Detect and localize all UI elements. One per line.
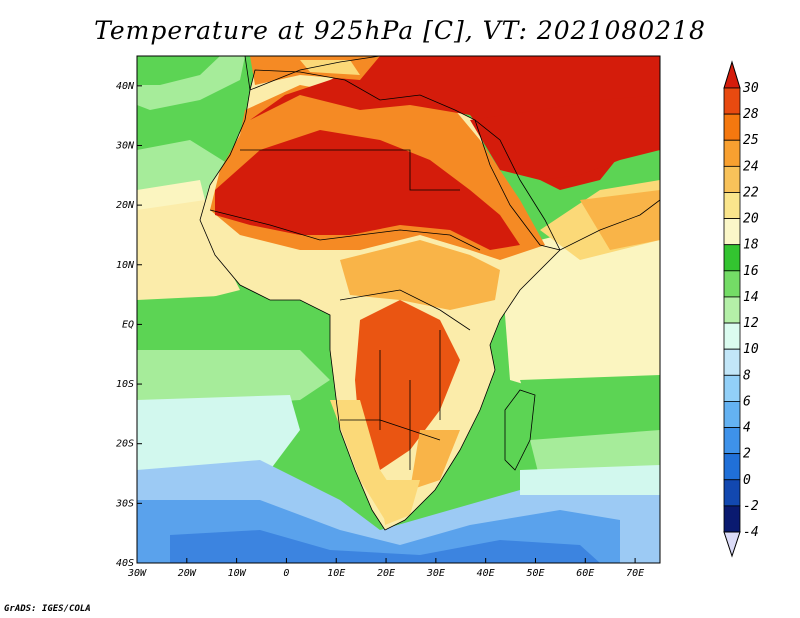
lat-tick-label: EQ (122, 319, 134, 330)
colorbar-segment (723, 296, 741, 324)
colorbar-label: 12 (743, 316, 759, 331)
lon-tick-label: 0 (283, 568, 289, 579)
lon-tick-label: 20E (377, 568, 395, 579)
europe-coastline (244, 56, 381, 91)
mozambique-amber (410, 430, 460, 490)
colorbar-segment (723, 270, 741, 298)
colorbar-label: -4 (743, 525, 759, 540)
colorbar-segment (723, 374, 741, 402)
colorbar-label: 28 (743, 107, 759, 122)
map-frame (136, 55, 661, 564)
southern-africa-warm (355, 300, 460, 470)
lon-tick-label: 50E (526, 568, 544, 579)
lat-tick-label: 30N (115, 140, 135, 151)
colorbar-label: 2 (743, 447, 751, 462)
colorbar-label: 0 (743, 473, 751, 488)
madagascar (505, 390, 535, 470)
south-africa-yellow (380, 480, 420, 525)
lon-tick-label: 20W (178, 568, 197, 579)
arabia-coastline (474, 119, 660, 251)
coastlines (199, 56, 660, 531)
colorbar-segment (723, 244, 741, 272)
colorbar-segment (723, 87, 741, 115)
colorbar-label: 24 (743, 159, 759, 174)
border-lines-sahel (209, 209, 481, 251)
africa-coastline (199, 69, 561, 531)
lon-tick-label: 30W (127, 568, 147, 579)
colorbar-segment (723, 192, 741, 219)
lon-tick-label: 60E (576, 568, 594, 579)
arabia-hot (470, 95, 660, 180)
colorbar-label: 30 (742, 81, 759, 96)
lon-tick-label: 30E (426, 568, 445, 579)
colorbar-label: 20 (743, 212, 759, 227)
colorbar-segment (723, 453, 741, 481)
colorbar-segment (723, 505, 741, 533)
colorbar-segment (723, 322, 741, 350)
lat-tick-label: 10N (116, 260, 135, 271)
lon-tick-label: 70E (626, 568, 644, 579)
colorbar-segment (723, 218, 741, 246)
mediterranean-yellow (300, 60, 360, 75)
border-lines-central (339, 289, 471, 331)
colorbar-segment (723, 165, 741, 193)
colorbar-segment (723, 479, 741, 507)
madagascar-coastline (504, 389, 536, 471)
border-lines-north (240, 149, 460, 191)
lat-tick-label: 30S (115, 498, 134, 509)
colorbar-label: 22 (743, 185, 759, 200)
lon-tick-label: 10W (228, 568, 247, 579)
colorbar-segment (723, 139, 741, 167)
border-lines-meridional (379, 330, 441, 470)
colorbar-label: 8 (743, 368, 751, 383)
lat-tick-label: 20S (116, 439, 134, 450)
south-atlantic-light-green (137, 350, 330, 410)
colorbar-segment (723, 427, 741, 455)
atlantic-equatorial-green (137, 295, 340, 360)
southern-ocean-deep-blue (170, 530, 600, 563)
latitude-ticks: 40N 30N 20N 10N EQ 10S 20S 30S 40S (115, 81, 142, 569)
colorbar-label: 14 (743, 290, 759, 305)
india-amber (580, 190, 660, 250)
sahara-core-hot (215, 130, 520, 250)
colorbar-segment (723, 113, 741, 141)
temperature-field (137, 56, 660, 563)
lat-tick-label: 40S (116, 558, 134, 569)
lon-tick-label: 40E (477, 568, 495, 579)
colorbar-label: -2 (743, 499, 759, 514)
colorbar-label: 4 (743, 421, 751, 436)
lat-tick-label: 40N (116, 81, 135, 92)
colorbar-label: 6 (743, 394, 751, 409)
indian-ocean-green (520, 375, 660, 440)
colorbar-label: 16 (743, 264, 759, 279)
map-title: Temperature at 925hPa [C], VT: 202108021… (94, 16, 706, 45)
colorbar-bottom-arrow (723, 531, 741, 558)
colorbar-segment (723, 401, 741, 428)
north-atlantic-green (137, 56, 220, 85)
lat-tick-label: 10S (116, 379, 134, 390)
colorbar-segment (723, 348, 741, 376)
colorbar-label: 25 (743, 133, 759, 148)
indian-ocean-cyan (520, 465, 660, 495)
grads-credit: GrADS: IGES/COLA (4, 604, 91, 614)
colorbar-label: 18 (743, 238, 759, 253)
lon-tick-label: 10E (327, 568, 345, 579)
lat-tick-label: 20N (116, 200, 135, 211)
colorbar-top-arrow (723, 60, 741, 89)
south-atlantic-cyan (137, 395, 300, 480)
colorbar-label: 10 (743, 342, 759, 357)
border-lines-south (340, 419, 441, 441)
longitude-ticks: 30W 20W 10W 0 10E 20E 30E 40E 50E 60E 70E (127, 558, 644, 579)
central-africa-amber (340, 240, 500, 310)
